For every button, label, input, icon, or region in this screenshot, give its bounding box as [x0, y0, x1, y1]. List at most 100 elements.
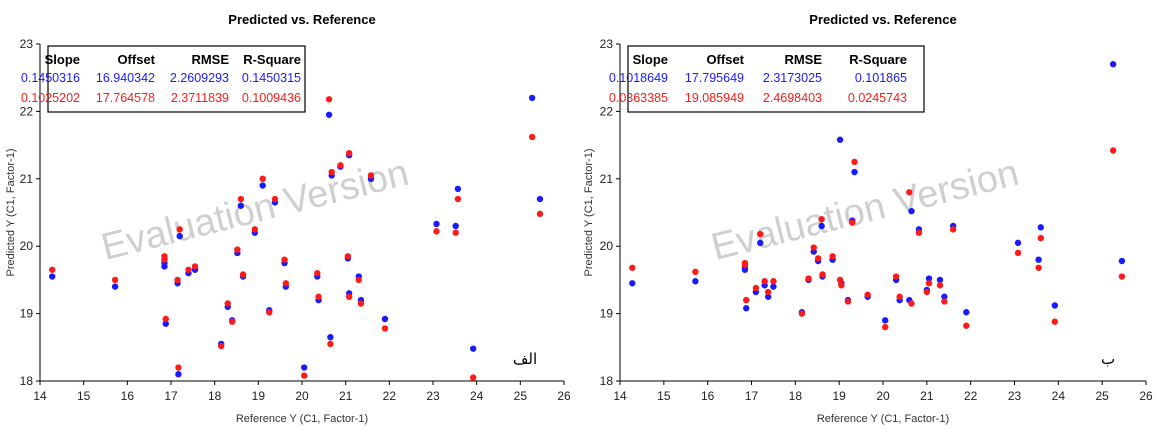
data-point-series-2 [881, 323, 889, 331]
data-point-series-2 [741, 261, 749, 269]
data-point-series-1 [176, 232, 183, 240]
chart-panel-right: Predicted vs. Reference 14 15 16 17 18 19 20 21 2… [578, 0, 1156, 428]
data-point-series-2 [838, 282, 845, 289]
data-point-series-1 [259, 182, 266, 189]
data-point-series-2 [923, 288, 931, 296]
y-tick-label: 18 [600, 374, 614, 388]
stats-value-row2: 2.4698403 [763, 91, 822, 105]
data-point-series-1 [818, 222, 825, 230]
data-point-series-2 [381, 325, 389, 332]
data-point-series-2 [228, 318, 236, 325]
data-point-series-2 [345, 149, 353, 157]
data-point-series-2 [692, 268, 699, 276]
data-point-series-2 [191, 263, 199, 270]
panel-label: الف [513, 350, 537, 368]
x-axis-label: Reference Y (C1, Factor-1) [236, 413, 368, 425]
stats-value-row1: 2.3173025 [763, 71, 822, 85]
y-axis-label: Predicted Y (C1, Factor-1) [5, 149, 17, 277]
data-point-series-1 [49, 273, 56, 280]
data-point-series-2 [325, 96, 333, 103]
data-point-series-2 [452, 229, 459, 236]
data-point-series-1 [454, 185, 462, 193]
y-tick-label: 22 [600, 104, 614, 118]
data-point-series-2 [281, 256, 288, 263]
stats-value-row1: 0.1018649 [609, 71, 668, 85]
data-point-series-1 [757, 239, 764, 247]
x-tick-label: 20 [876, 389, 890, 403]
x-tick-label: 15 [77, 389, 91, 403]
stats-value-row2: 0.1025202 [21, 91, 80, 105]
chart-title: Predicted vs. Reference [809, 12, 956, 27]
data-point-series-1 [1051, 302, 1059, 309]
data-point-series-2 [743, 296, 750, 304]
x-tick-label: 24 [470, 389, 484, 403]
chart-title: Predicted vs. Reference [228, 12, 375, 27]
data-point-series-1 [162, 320, 169, 327]
data-point-series-2 [314, 269, 321, 277]
stats-value-row1: 0.1450315 [242, 71, 301, 85]
data-point-series-1 [1014, 239, 1022, 247]
stats-value-row2: 0.1009436 [242, 91, 301, 105]
data-point-series-1 [851, 168, 858, 176]
data-point-series-2 [174, 276, 181, 284]
data-point-series-2 [271, 195, 279, 203]
stats-value-row2: 17.764578 [96, 91, 155, 105]
data-point-series-2 [892, 273, 900, 280]
y-tick-label: 19 [600, 307, 614, 321]
data-point-series-2 [251, 226, 259, 233]
stats-header-rmse: RMSE [191, 52, 229, 67]
data-point-series-2 [327, 340, 334, 348]
data-point-series-2 [185, 266, 192, 273]
data-point-series-1 [237, 202, 245, 209]
data-point-series-2 [328, 168, 335, 176]
data-point-series-2 [175, 364, 182, 371]
data-point-series-2 [1051, 318, 1059, 325]
x-tick-label: 17 [745, 389, 759, 403]
x-tick-label: 21 [339, 389, 353, 403]
chart-panel-left: Predicted vs. Reference 14 15 16 17 18 19 20 21 2… [5, 12, 571, 425]
data-point-series-1 [433, 220, 440, 228]
data-point-series-2 [761, 278, 768, 285]
data-point-series-2 [849, 219, 856, 226]
y-tick-label: 20 [600, 239, 614, 253]
data-point-series-2 [757, 230, 764, 238]
x-tick-label: 21 [920, 389, 934, 403]
stats-value-row2: 2.3711839 [171, 91, 229, 105]
data-point-series-2 [433, 228, 440, 235]
y-tick-label: 19 [20, 307, 34, 321]
data-point-series-2 [234, 246, 241, 253]
x-tick-label: 25 [1095, 389, 1109, 403]
data-point-series-2 [282, 280, 290, 287]
data-point-series-2 [224, 300, 231, 307]
x-axis-label: Reference Y (C1, Factor-1) [817, 413, 949, 425]
x-tick-label: 24 [1052, 389, 1066, 403]
x-tick-label: 26 [557, 389, 571, 403]
x-tick-label: 18 [789, 389, 803, 403]
data-point-series-2 [770, 278, 777, 285]
stats-value-row1: 17.795649 [685, 71, 744, 85]
data-point-series-2 [906, 189, 913, 196]
x-tick-label: 22 [383, 389, 397, 403]
data-point-series-1 [770, 283, 777, 290]
data-point-series-2 [941, 298, 948, 305]
data-point-series-2 [111, 276, 119, 284]
x-tick-label: 20 [295, 389, 309, 403]
data-point-series-2 [536, 210, 544, 218]
data-point-series-2 [528, 133, 536, 141]
stats-header-slope: Slope [45, 52, 80, 67]
data-point-series-1 [1109, 61, 1117, 68]
y-tick-label: 21 [20, 172, 34, 186]
data-point-series-2 [963, 322, 970, 329]
stats-header-offset: Offset [117, 52, 155, 67]
data-point-series-1 [536, 195, 544, 203]
data-point-series-2 [1037, 234, 1044, 242]
data-point-series-2 [454, 195, 462, 203]
data-point-series-1 [692, 278, 699, 285]
data-point-series-2 [259, 175, 266, 182]
data-point-series-2 [810, 244, 817, 251]
y-tick-label: 18 [20, 374, 34, 388]
data-point-series-2 [864, 291, 871, 298]
data-point-series-1 [1037, 224, 1044, 231]
data-point-series-2 [469, 374, 477, 381]
y-tick-label: 21 [600, 172, 614, 186]
